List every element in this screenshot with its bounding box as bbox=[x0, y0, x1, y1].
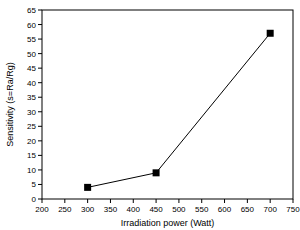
x-tick bbox=[64, 199, 65, 203]
x-tick-label: 500 bbox=[172, 205, 186, 214]
y-tick bbox=[38, 111, 42, 112]
y-tick-label: 15 bbox=[27, 151, 36, 160]
x-tick bbox=[201, 199, 202, 203]
x-tick-label: 300 bbox=[81, 205, 95, 214]
x-tick bbox=[156, 199, 157, 203]
y-tick-label: 25 bbox=[27, 122, 36, 131]
y-tick-label: 10 bbox=[27, 166, 36, 175]
x-tick bbox=[87, 199, 88, 203]
x-tick-label: 600 bbox=[218, 205, 232, 214]
chart-svg: 200 250 300 350 400 450 500 550 600 650 700 750 0 5 10… bbox=[0, 0, 300, 230]
y-tick-label: 60 bbox=[27, 21, 36, 30]
x-tick bbox=[224, 199, 225, 203]
y-tick bbox=[38, 155, 42, 156]
x-tick bbox=[178, 199, 179, 203]
y-tick bbox=[38, 169, 42, 170]
y-tick bbox=[38, 10, 42, 11]
x-tick bbox=[270, 199, 271, 203]
y-tick bbox=[38, 97, 42, 98]
y-tick-label: 5 bbox=[32, 180, 37, 189]
x-tick bbox=[133, 199, 134, 203]
data-point bbox=[153, 169, 160, 176]
plot-frame bbox=[42, 10, 293, 199]
y-tick-label: 20 bbox=[27, 137, 36, 146]
y-tick bbox=[38, 68, 42, 69]
data-point bbox=[267, 30, 274, 37]
chart-container: 200 250 300 350 400 450 500 550 600 650 700 750 0 5 10… bbox=[0, 0, 300, 230]
x-tick-label: 250 bbox=[58, 205, 72, 214]
y-tick bbox=[38, 140, 42, 141]
x-tick-label: 400 bbox=[127, 205, 141, 214]
x-tick-label: 700 bbox=[264, 205, 278, 214]
y-tick-label: 35 bbox=[27, 93, 36, 102]
y-tick-label: 55 bbox=[27, 35, 36, 44]
x-tick-label: 450 bbox=[149, 205, 163, 214]
data-point bbox=[84, 184, 91, 191]
x-tick-label: 350 bbox=[104, 205, 118, 214]
y-tick bbox=[38, 184, 42, 185]
x-tick bbox=[293, 199, 294, 203]
y-tick bbox=[38, 39, 42, 40]
data-line bbox=[88, 33, 271, 187]
x-axis-label: Irradiation power (Watt) bbox=[121, 218, 215, 228]
x-tick-label: 200 bbox=[35, 205, 49, 214]
plot-area bbox=[84, 30, 274, 191]
x-tick-label: 650 bbox=[241, 205, 255, 214]
y-tick-label: 50 bbox=[27, 50, 36, 59]
y-tick bbox=[38, 199, 42, 200]
x-tick-label: 550 bbox=[195, 205, 209, 214]
y-tick-label: 65 bbox=[27, 6, 36, 15]
y-tick bbox=[38, 126, 42, 127]
y-tick-label: 45 bbox=[27, 64, 36, 73]
y-axis-label: Sensitivity (s=Ra/Rg) bbox=[5, 62, 15, 146]
x-tick bbox=[42, 199, 43, 203]
y-tick-label: 30 bbox=[27, 108, 36, 117]
x-tick bbox=[247, 199, 248, 203]
y-tick-label: 40 bbox=[27, 79, 36, 88]
y-tick bbox=[38, 53, 42, 54]
x-tick-label: 750 bbox=[286, 205, 300, 214]
y-tick bbox=[38, 82, 42, 83]
x-tick bbox=[110, 199, 111, 203]
y-tick-label: 0 bbox=[32, 195, 37, 204]
y-tick bbox=[38, 24, 42, 25]
